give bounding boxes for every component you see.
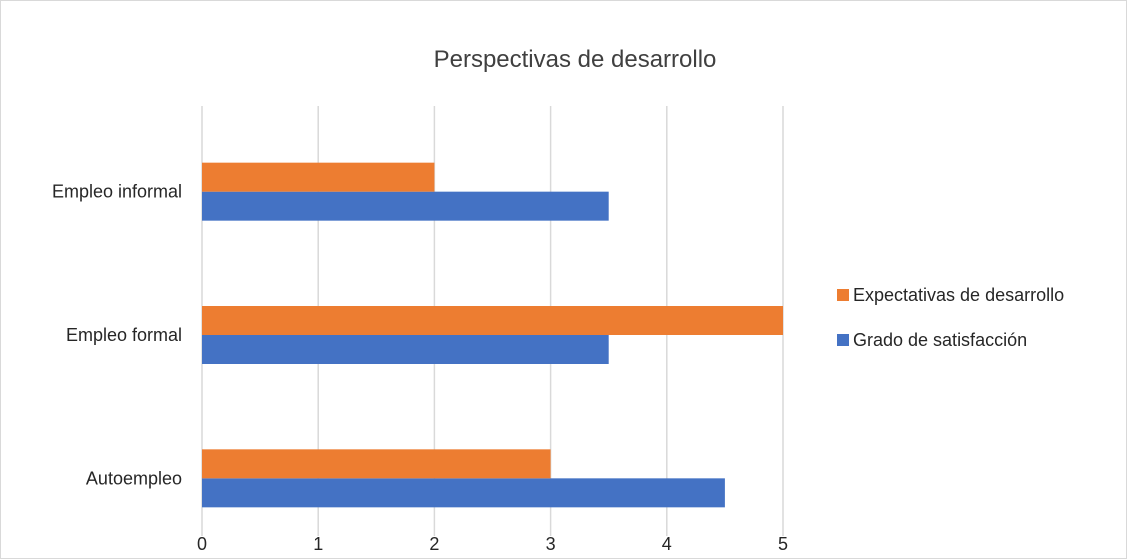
bar-autoempleo-satisfaccion [202, 478, 725, 508]
bar-empleo-formal-expectativas [202, 306, 783, 335]
chart-title: Perspectivas de desarrollo [434, 46, 717, 73]
x-tick-2: 2 [429, 534, 439, 554]
x-tick-3: 3 [546, 534, 556, 554]
x-tick-0: 0 [197, 534, 207, 554]
y-tick-empleo-informal: Empleo informal [52, 182, 182, 202]
bar-empleo-informal-expectativas [202, 162, 435, 192]
x-tick-1: 1 [313, 534, 323, 554]
legend-label-0: Expectativas de desarrollo [853, 285, 1064, 305]
legend-swatch-1 [837, 334, 849, 346]
y-tick-empleo-formal: Empleo formal [66, 325, 182, 345]
legend-swatch-0 [837, 289, 849, 301]
x-tick-4: 4 [662, 534, 672, 554]
legend: Expectativas de desarrollo Grado de satis… [837, 285, 1064, 350]
y-tick-autoempleo: Autoempleo [86, 468, 182, 488]
bar-empleo-formal-satisfaccion [202, 335, 609, 364]
x-tick-labels: 0 1 2 3 4 5 [197, 534, 788, 554]
bar-autoempleo-expectativas [202, 449, 551, 479]
y-tick-labels: Autoempleo Empleo formal Empleo informal [52, 182, 182, 489]
x-tick-5: 5 [778, 534, 788, 554]
bars [202, 162, 783, 508]
bar-empleo-informal-satisfaccion [202, 191, 609, 221]
legend-label-1: Grado de satisfacción [853, 330, 1027, 350]
